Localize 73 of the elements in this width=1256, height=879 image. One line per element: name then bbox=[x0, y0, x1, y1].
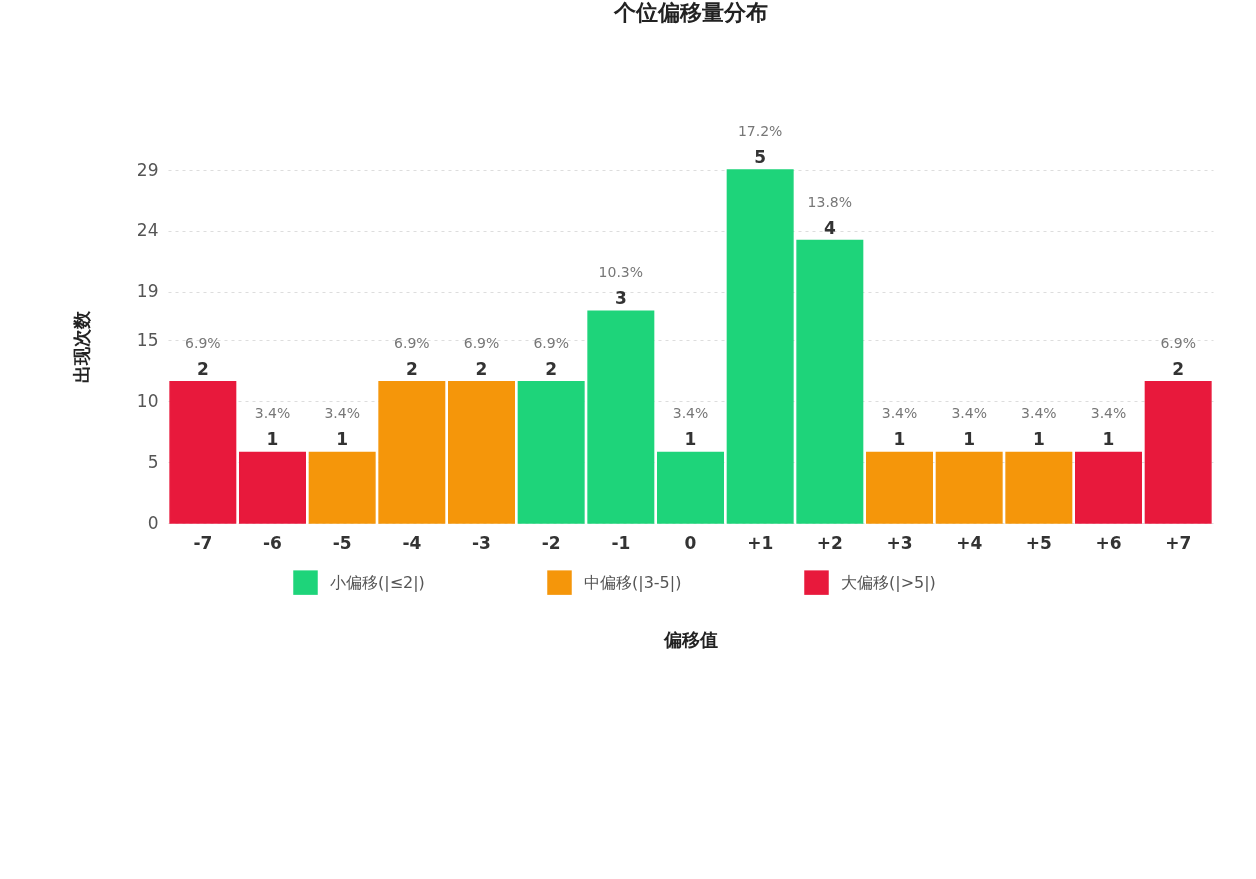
bar bbox=[935, 451, 1003, 524]
annotation: 6.9% bbox=[394, 334, 430, 351]
annotation: 3.4% bbox=[1090, 405, 1127, 422]
bar bbox=[239, 451, 306, 524]
x-axis-title: 偏移值 bbox=[663, 628, 718, 650]
x-tick-label: -6 bbox=[263, 532, 282, 553]
x-tick-label: -4 bbox=[402, 532, 422, 553]
annotation: 3.4% bbox=[254, 405, 291, 422]
x-tick-label: +1 bbox=[747, 532, 774, 553]
annotation: 5 bbox=[754, 147, 767, 167]
x-tick-label: -1 bbox=[611, 532, 631, 553]
annotation: 1 bbox=[1032, 429, 1045, 450]
bar bbox=[726, 169, 794, 524]
annotation: 1 bbox=[893, 429, 906, 450]
y-tick-label: 19 bbox=[136, 281, 159, 302]
x-tick-label: +2 bbox=[816, 532, 843, 553]
bar bbox=[1144, 381, 1212, 524]
x-tick-label: -2 bbox=[541, 532, 561, 553]
y-axis-title: 出现次数 bbox=[70, 310, 92, 383]
bar bbox=[448, 381, 515, 524]
annotation: 6.9% bbox=[185, 334, 221, 351]
annotation: 2 bbox=[475, 358, 488, 379]
legend-label: 大偏移(|>5|) bbox=[841, 572, 936, 592]
annotation: 6.9% bbox=[1160, 334, 1196, 351]
annotation: 1 bbox=[684, 429, 697, 450]
x-tick-label: -3 bbox=[472, 532, 491, 553]
annotation: 1 bbox=[1102, 429, 1115, 450]
annotation: 6.9% bbox=[463, 334, 500, 351]
annotation: 2 bbox=[1172, 358, 1185, 379]
legend-label: 小偏移(|≤2|) bbox=[330, 572, 425, 592]
bar bbox=[657, 451, 724, 524]
x-tick-label: +4 bbox=[956, 532, 983, 553]
bar bbox=[1075, 451, 1142, 524]
annotation: 3.4% bbox=[951, 405, 987, 422]
annotation: 1 bbox=[336, 429, 349, 450]
bar bbox=[796, 239, 864, 524]
x-tick-label: +7 bbox=[1165, 532, 1192, 553]
x-tick-label: +5 bbox=[1025, 532, 1052, 553]
bar bbox=[587, 310, 655, 524]
annotation: 13.8% bbox=[807, 193, 853, 210]
annotation: 17.2% bbox=[737, 123, 783, 139]
annotation: 3 bbox=[614, 288, 627, 309]
bar bbox=[1005, 451, 1073, 524]
annotation: 3.4% bbox=[1021, 405, 1057, 422]
annotation: 2 bbox=[545, 358, 558, 379]
annotation: 6.9% bbox=[533, 334, 569, 351]
x-tick-label: -7 bbox=[193, 532, 213, 553]
y-tick-label: 0 bbox=[147, 512, 159, 533]
bar bbox=[866, 451, 933, 524]
annotation: 10.3% bbox=[598, 264, 644, 281]
x-tick-label: 0 bbox=[684, 532, 697, 553]
annotation: 1 bbox=[266, 429, 279, 450]
annotation: 1 bbox=[963, 429, 976, 450]
bar bbox=[308, 451, 376, 524]
x-tick-label: +6 bbox=[1095, 532, 1122, 553]
annotation: 3.4% bbox=[881, 405, 918, 422]
annotation: 2 bbox=[196, 358, 209, 379]
y-tick-label: 29 bbox=[136, 159, 159, 180]
bar bbox=[378, 381, 446, 524]
annotation: 3.4% bbox=[324, 405, 360, 422]
annotation: 3.4% bbox=[672, 405, 709, 422]
bar bbox=[517, 381, 585, 524]
legend-label: 中偏移(|3-5|) bbox=[584, 572, 682, 592]
chart-title: 个位偏移量分布 bbox=[612, 0, 768, 25]
y-tick-label: 5 bbox=[147, 451, 159, 472]
y-tick-label: 15 bbox=[136, 329, 159, 350]
x-tick-label: -5 bbox=[332, 532, 352, 553]
y-tick-label: 24 bbox=[136, 220, 159, 241]
x-tick-label: +3 bbox=[886, 532, 913, 553]
annotation: 4 bbox=[823, 217, 836, 238]
bar bbox=[169, 381, 237, 524]
y-tick-label: 10 bbox=[136, 390, 159, 411]
annotation: 2 bbox=[405, 358, 418, 379]
